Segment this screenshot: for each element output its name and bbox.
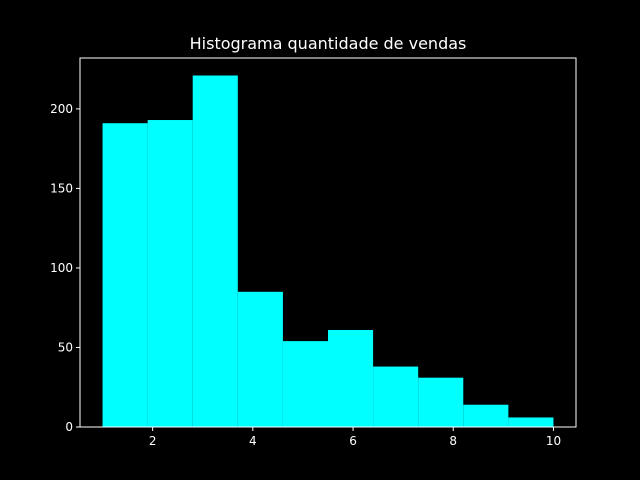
y-tick-label: 200: [50, 102, 73, 116]
x-tick-label: 8: [449, 434, 457, 448]
x-tick-label: 2: [149, 434, 157, 448]
histogram-bar: [147, 120, 193, 427]
histogram-bar: [418, 377, 464, 427]
y-tick-label: 0: [65, 420, 73, 434]
x-tick-label: 6: [349, 434, 357, 448]
histogram-bar: [282, 341, 328, 427]
histogram-bar: [463, 404, 509, 427]
x-tick-label: 4: [249, 434, 257, 448]
chart-title: Histograma quantidade de vendas: [190, 34, 467, 53]
histogram-bar: [508, 417, 554, 427]
axes-frame: [79, 57, 577, 428]
bars-group: [102, 75, 554, 427]
y-tick-label: 50: [58, 340, 73, 354]
histogram-bar: [237, 291, 283, 427]
histogram-bar: [373, 366, 419, 427]
y-tick-label: 100: [50, 261, 73, 275]
x-tick-label: 10: [546, 434, 561, 448]
x-axis-ticks: 2 4 6 8 10: [149, 427, 561, 448]
histogram-bar: [192, 75, 238, 427]
histogram-bar: [102, 123, 148, 427]
y-tick-label: 150: [50, 181, 73, 195]
histogram-bar: [328, 329, 374, 427]
y-axis-ticks: 0 50 100 150 200: [50, 102, 80, 434]
